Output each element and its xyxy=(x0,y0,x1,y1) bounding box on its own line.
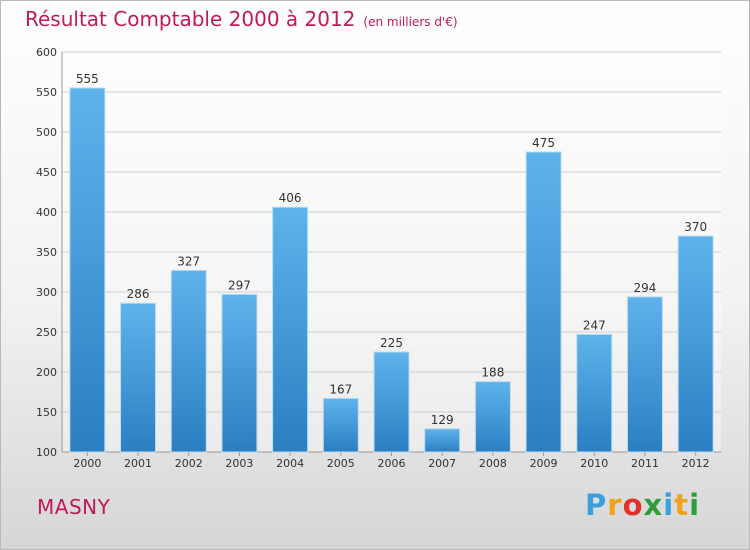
y-tick-label: 200 xyxy=(36,366,57,379)
x-tick-label-2012: 2012 xyxy=(682,457,710,470)
logo-letter: i xyxy=(689,488,701,522)
x-tick-label-2005: 2005 xyxy=(327,457,355,470)
bar-2005 xyxy=(322,397,359,453)
chart-subtitle: (en milliers d'€) xyxy=(363,15,458,29)
logo-letter: i xyxy=(663,488,675,522)
x-tick-label-2008: 2008 xyxy=(479,457,507,470)
y-tick-label: 150 xyxy=(36,406,57,419)
y-tick-label: 550 xyxy=(36,86,57,99)
y-tick-label: 250 xyxy=(36,326,57,339)
bar-2009 xyxy=(525,151,562,453)
y-tick-label: 600 xyxy=(36,46,57,59)
bar-2003 xyxy=(221,293,258,453)
data-label-2005: 167 xyxy=(329,382,352,396)
bar-2012 xyxy=(677,235,714,453)
bar-2007 xyxy=(424,428,461,453)
y-tick-label: 350 xyxy=(36,246,57,259)
x-tick-label-2002: 2002 xyxy=(175,457,203,470)
bar-2006 xyxy=(373,351,410,453)
y-tick-label: 400 xyxy=(36,206,57,219)
x-tick-label-2007: 2007 xyxy=(428,457,456,470)
x-tick-label-2006: 2006 xyxy=(378,457,406,470)
x-tick-label-2011: 2011 xyxy=(631,457,659,470)
y-tick-label: 100 xyxy=(36,446,57,459)
data-label-2010: 247 xyxy=(583,318,606,332)
bar-2001 xyxy=(120,302,157,453)
x-tick-label-2009: 2009 xyxy=(530,457,558,470)
x-tick-label-2004: 2004 xyxy=(276,457,304,470)
data-label-2007: 129 xyxy=(431,413,454,427)
data-label-2012: 370 xyxy=(684,220,707,234)
x-tick-label-2001: 2001 xyxy=(124,457,152,470)
x-tick-label-2000: 2000 xyxy=(73,457,101,470)
y-tick-label: 450 xyxy=(36,166,57,179)
data-label-2001: 286 xyxy=(127,287,150,301)
bar-2002 xyxy=(170,269,207,453)
data-label-2011: 294 xyxy=(634,281,657,295)
data-label-2002: 327 xyxy=(177,254,200,268)
y-tick-label: 300 xyxy=(36,286,57,299)
logo-letter: t xyxy=(674,488,690,522)
bar-2008 xyxy=(474,381,511,453)
chart-title: Résultat Comptable 2000 à 2012 (en millie… xyxy=(25,7,458,31)
y-tick-label: 500 xyxy=(36,126,57,139)
data-label-2008: 188 xyxy=(481,366,504,380)
bar-2011 xyxy=(626,296,663,453)
x-tick-label-2003: 2003 xyxy=(225,457,253,470)
data-label-2006: 225 xyxy=(380,336,403,350)
logo-letter: x xyxy=(643,488,664,522)
proxiti-logo: Proxiti xyxy=(585,488,700,522)
data-label-2004: 406 xyxy=(279,191,302,205)
logo-letter: P xyxy=(585,488,608,522)
data-label-2000: 555 xyxy=(76,72,99,86)
bar-2010 xyxy=(576,333,613,453)
data-label-2003: 297 xyxy=(228,278,251,292)
x-tick-label-2010: 2010 xyxy=(580,457,608,470)
bar-2004 xyxy=(272,206,309,453)
logo-letter: r xyxy=(607,488,623,522)
bar-2000 xyxy=(69,87,106,453)
logo-letter: o xyxy=(622,488,644,522)
chart-title-text: Résultat Comptable 2000 à 2012 xyxy=(25,7,356,31)
data-label-2009: 475 xyxy=(532,136,555,150)
town-name: MASNY xyxy=(37,495,111,519)
